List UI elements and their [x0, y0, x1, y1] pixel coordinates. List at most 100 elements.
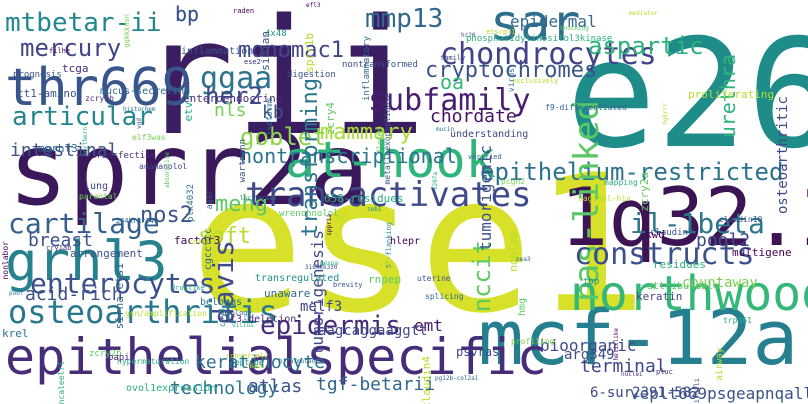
word-sprr2a: sprr2a [8, 111, 370, 228]
word-chordate: chordate [430, 106, 517, 127]
word-understanding: understanding [450, 129, 529, 140]
word-grhl3: grhl3 [5, 230, 168, 293]
word-rnpep: rnpep [368, 273, 402, 286]
word-f9-differentiated: f9-differentiated [545, 103, 627, 112]
word-nontransformed: nontransformed [342, 60, 418, 70]
word-monomac1: monomac1 [238, 38, 344, 63]
word-inflammatory: inflammatory [362, 36, 372, 102]
word-efl3: efl3 [306, 2, 321, 9]
word-adamanolol: adamanolol [139, 162, 188, 171]
word-psvras: psvras [456, 345, 500, 359]
word-constructs: constructs [574, 237, 755, 272]
word-mammary: mammary [320, 120, 413, 145]
word-terminal: terminal [580, 356, 667, 377]
word-goblet: goblet [240, 123, 327, 151]
word-verified: verified [468, 153, 502, 161]
word-enteroendocrine: enteroendocrine [183, 92, 283, 105]
word-lcncaleelrl: lcncaleelrl [57, 361, 66, 404]
word-5-flanking: 5'-flanking [385, 222, 393, 269]
word-claudin10: claudin10 [719, 215, 763, 224]
word-cryptochromes: cryptochromes [425, 58, 598, 83]
word-airway: airway [715, 348, 725, 381]
word-arg349: arg349 [564, 347, 615, 363]
word-tgf-betarii: tgf-betarii [316, 374, 436, 395]
word-papi: papi [108, 353, 130, 363]
word-hmg: hmg [517, 298, 528, 317]
word-rii: rii [138, 0, 427, 171]
word-hlepr: hlepr [390, 236, 421, 247]
word-elf3was: elf3was [132, 133, 166, 142]
word-thr669: thr669 [5, 58, 193, 118]
word-nontranscriptional: nontranscriptional [240, 144, 457, 168]
word-658-residues: 658-residues [324, 192, 404, 205]
word-histochem: histochem [123, 106, 156, 113]
word-peptide: peptide [230, 358, 264, 367]
word-isoforms: isoforms [265, 97, 274, 136]
word-ovol1expression: ovol1expression [126, 383, 217, 394]
word-wartmann: wartmann [238, 139, 248, 183]
word-mgrhl3: mgrhl3 [38, 142, 78, 155]
word-emt: emt [414, 316, 443, 335]
word-epidermis: epidermis [260, 311, 401, 341]
word-subfamily: subfamily [368, 83, 531, 118]
word-virus: virus [507, 68, 516, 93]
word-acid-rich: acid-rich [25, 284, 123, 305]
word-244krkr247: 244krkr247 [116, 217, 159, 225]
word-nos2: nos2 [140, 203, 193, 228]
word-kwd: kwd [645, 228, 665, 241]
word-pea3: pea3 [516, 256, 531, 263]
word-arrangement: arrangement [70, 247, 143, 260]
word-proliferating: proliferating [688, 88, 775, 101]
word-lwefirdili: lwefirdili [693, 378, 701, 404]
word-raden: raden [233, 7, 255, 15]
word-colon: colon [189, 238, 211, 246]
word-breast: breast [28, 230, 94, 251]
word-poor: poor [9, 290, 24, 297]
word-conversely: conversely [226, 352, 269, 360]
word-4x48: 4x48 [265, 29, 287, 39]
word-zeb1: zeb1 [367, 206, 382, 213]
word-bp: bp [175, 2, 200, 26]
word-belongs: belongs [200, 297, 243, 308]
word-318kkk320: 318kkk320 [305, 264, 338, 271]
word-cgccttc: cgccttc [203, 228, 214, 271]
word-brevity: brevity [333, 281, 363, 289]
word-northern: northern [82, 127, 89, 156]
word-articular: articular [12, 102, 153, 132]
word-family: family [440, 54, 466, 62]
word-gqkkknsn: gqkkknsn [123, 14, 131, 48]
word-parental: parental [79, 192, 118, 201]
word-villus: villus [232, 322, 254, 329]
word-luciferase: luciferase [240, 195, 277, 202]
word-s207a: s207a [432, 172, 439, 191]
word-filhe: filhe [49, 47, 71, 55]
word-sar: sar [490, 0, 581, 52]
word-pg12b-col2a1: pg12b-col2a1 [435, 375, 479, 382]
word-trp361: trp361 [723, 316, 752, 325]
word-lung: lung [84, 181, 109, 192]
word-unaware: unaware [264, 287, 311, 300]
word-zcry2b: zcry2b [89, 349, 122, 359]
word-inflammation: inflammation [181, 46, 254, 57]
word-transregulated: transregulated [255, 273, 340, 284]
word-nonlab: nonlab [507, 232, 520, 272]
word-attributable: attributable [647, 281, 720, 292]
word-bioorganic: bioorganic [540, 336, 637, 355]
word-cry1ab: cry1ab [46, 244, 72, 252]
word-mtbetar-ii: mtbetar-ii [5, 8, 162, 38]
word-keratinocyte: keratinocyte [195, 352, 326, 373]
word-mehg: mehg [215, 192, 268, 217]
word-etsrp71: etsrp71 [486, 28, 516, 36]
word-digestion: digestion [287, 70, 336, 80]
word-zcry2a: zcry2a [638, 172, 651, 212]
word-sprr1b: sprr1b [303, 33, 316, 73]
word-osteoarthritic: osteoarthritic [775, 96, 791, 215]
word-simian: simian [259, 31, 272, 71]
word-oa: oa [440, 70, 465, 94]
word-knocking: knocking [560, 25, 589, 32]
word-profiling: profiling [511, 337, 555, 346]
word-soft: soft [198, 224, 251, 249]
word-keratin: keratin [636, 290, 683, 303]
word-at-hook: at-hook [285, 131, 496, 189]
word-her2: her2 [205, 82, 263, 110]
